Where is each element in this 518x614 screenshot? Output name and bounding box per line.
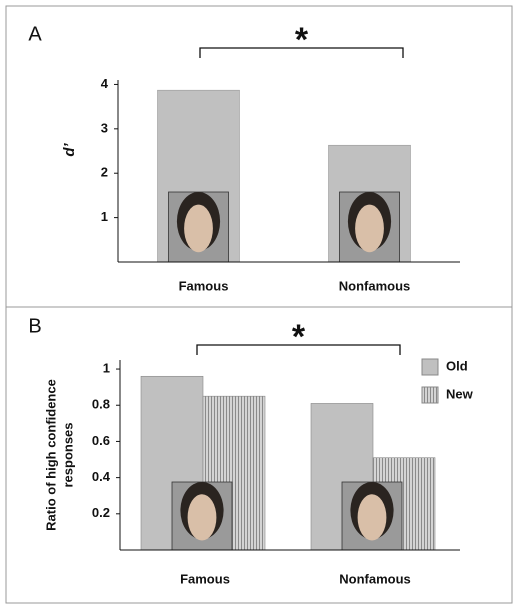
face-skin — [357, 494, 387, 541]
face-skin — [184, 204, 213, 253]
y-tick-label: 0.8 — [92, 397, 110, 412]
significance-bracket — [199, 47, 404, 58]
y-axis-label: responses — [60, 422, 75, 487]
y-tick-label: 0.4 — [92, 469, 111, 484]
x-tick-label: Famous — [179, 278, 229, 293]
y-axis-label: d’ — [61, 143, 78, 157]
face-skin — [355, 204, 384, 253]
legend-swatch — [421, 358, 439, 376]
y-tick-label: 3 — [101, 120, 108, 135]
significance-mark: * — [295, 21, 309, 59]
significance-bracket — [196, 344, 401, 355]
x-tick-label: Nonfamous — [339, 571, 411, 586]
significance-mark: * — [292, 318, 306, 356]
y-axis-label: Ratio of high confidence — [43, 379, 58, 531]
y-tick-label: 0.6 — [92, 433, 110, 448]
y-tick-label: 4 — [101, 76, 109, 91]
legend-label: Old — [446, 358, 468, 373]
legend-label: New — [446, 386, 474, 401]
y-tick-label: 1 — [103, 360, 110, 375]
y-tick-label: 2 — [101, 165, 108, 180]
panel-label: B — [28, 315, 41, 337]
x-tick-label: Famous — [180, 571, 230, 586]
face-skin — [187, 494, 217, 541]
frame — [5, 5, 513, 604]
legend-swatch — [421, 386, 439, 404]
panel-label: A — [28, 23, 42, 45]
y-tick-label: 1 — [101, 209, 108, 224]
x-tick-label: Nonfamous — [339, 278, 411, 293]
y-tick-label: 0.2 — [92, 505, 110, 520]
